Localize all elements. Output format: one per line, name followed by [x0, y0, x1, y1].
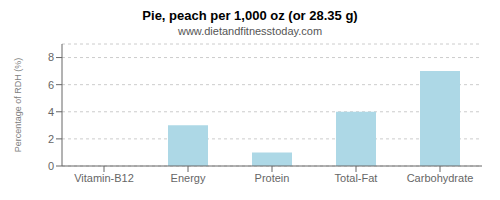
- svg-text:4: 4: [48, 106, 54, 118]
- svg-text:6: 6: [48, 79, 54, 91]
- svg-text:Vitamin-B12: Vitamin-B12: [74, 172, 134, 184]
- svg-text:Carbohydrate: Carbohydrate: [407, 172, 474, 184]
- svg-text:Total-Fat: Total-Fat: [335, 172, 378, 184]
- html-text:www.dietandfitnesstoday.com: www.dietandfitnesstoday.com: [178, 25, 322, 37]
- svg-text:Energy: Energy: [171, 172, 206, 184]
- html-text:Pie, peach per 1,000 oz (or 28: Pie, peach per 1,000 oz (or 28.35 g): [142, 8, 358, 23]
- svg-text:0: 0: [48, 160, 54, 172]
- svg-text:Protein: Protein: [255, 172, 290, 184]
- svg-text:8: 8: [48, 51, 54, 63]
- svg-text:2: 2: [48, 133, 54, 145]
- svg-text:Percentage of RDH (%): Percentage of RDH (%): [13, 58, 23, 153]
